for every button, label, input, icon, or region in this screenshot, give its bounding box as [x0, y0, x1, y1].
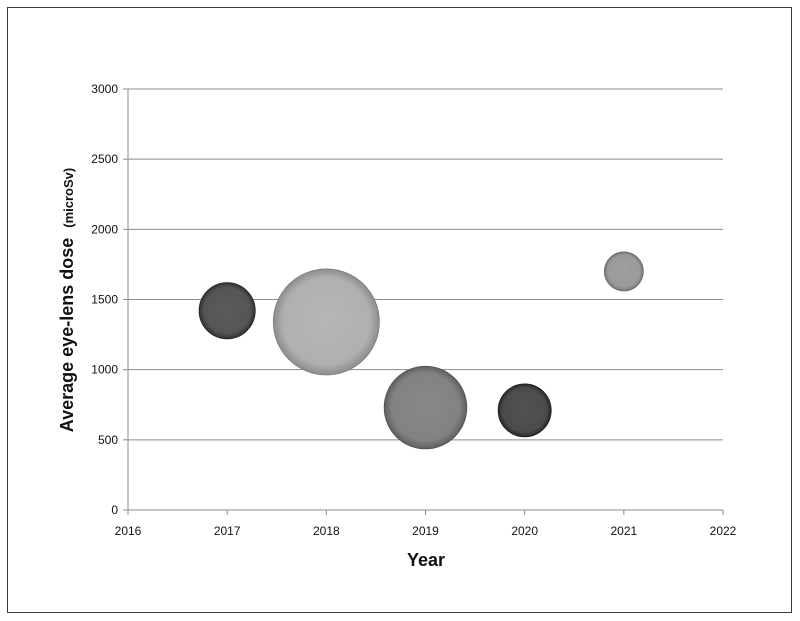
y-tick-label: 1500: [91, 293, 118, 307]
chart-frame: [7, 7, 792, 613]
x-tick-label: 2019: [412, 524, 439, 538]
bubble-2019: [383, 365, 468, 450]
x-tick-label: 2020: [511, 524, 538, 538]
y-tick-label: 2000: [91, 222, 118, 236]
bubbles: [198, 251, 644, 450]
bubble-2021: [603, 251, 644, 292]
x-tick-labels: 2016 2017 2018 2019 2020 2021 2022: [115, 524, 737, 538]
x-tick-label: 2016: [115, 524, 142, 538]
bubble-2018: [272, 268, 380, 376]
x-tick-label: 2022: [710, 524, 737, 538]
x-tick-label: 2018: [313, 524, 340, 538]
bubble-2017: [198, 282, 256, 340]
y-axis-title-main: Average eye-lens dose: [57, 238, 77, 432]
y-tick-label: 500: [98, 433, 118, 447]
y-tick-label: 1000: [91, 363, 118, 377]
y-tick-label: 0: [111, 503, 118, 517]
x-axis-title-text: Year: [407, 550, 445, 570]
y-axis-title: Average eye-lens dose (microSv): [57, 168, 77, 432]
y-axis-title-unit: (microSv): [61, 168, 76, 228]
x-axis-title: Year: [407, 550, 445, 570]
y-tick-label: 2500: [91, 152, 118, 166]
axes: [123, 88, 724, 515]
y-tick-label: 3000: [91, 82, 118, 96]
bubble-2020: [497, 383, 552, 438]
x-tick-label: 2021: [610, 524, 637, 538]
x-tick-label: 2017: [214, 524, 241, 538]
y-tick-labels: 0 500 1000 1500 2000 2500 3000: [91, 82, 118, 517]
